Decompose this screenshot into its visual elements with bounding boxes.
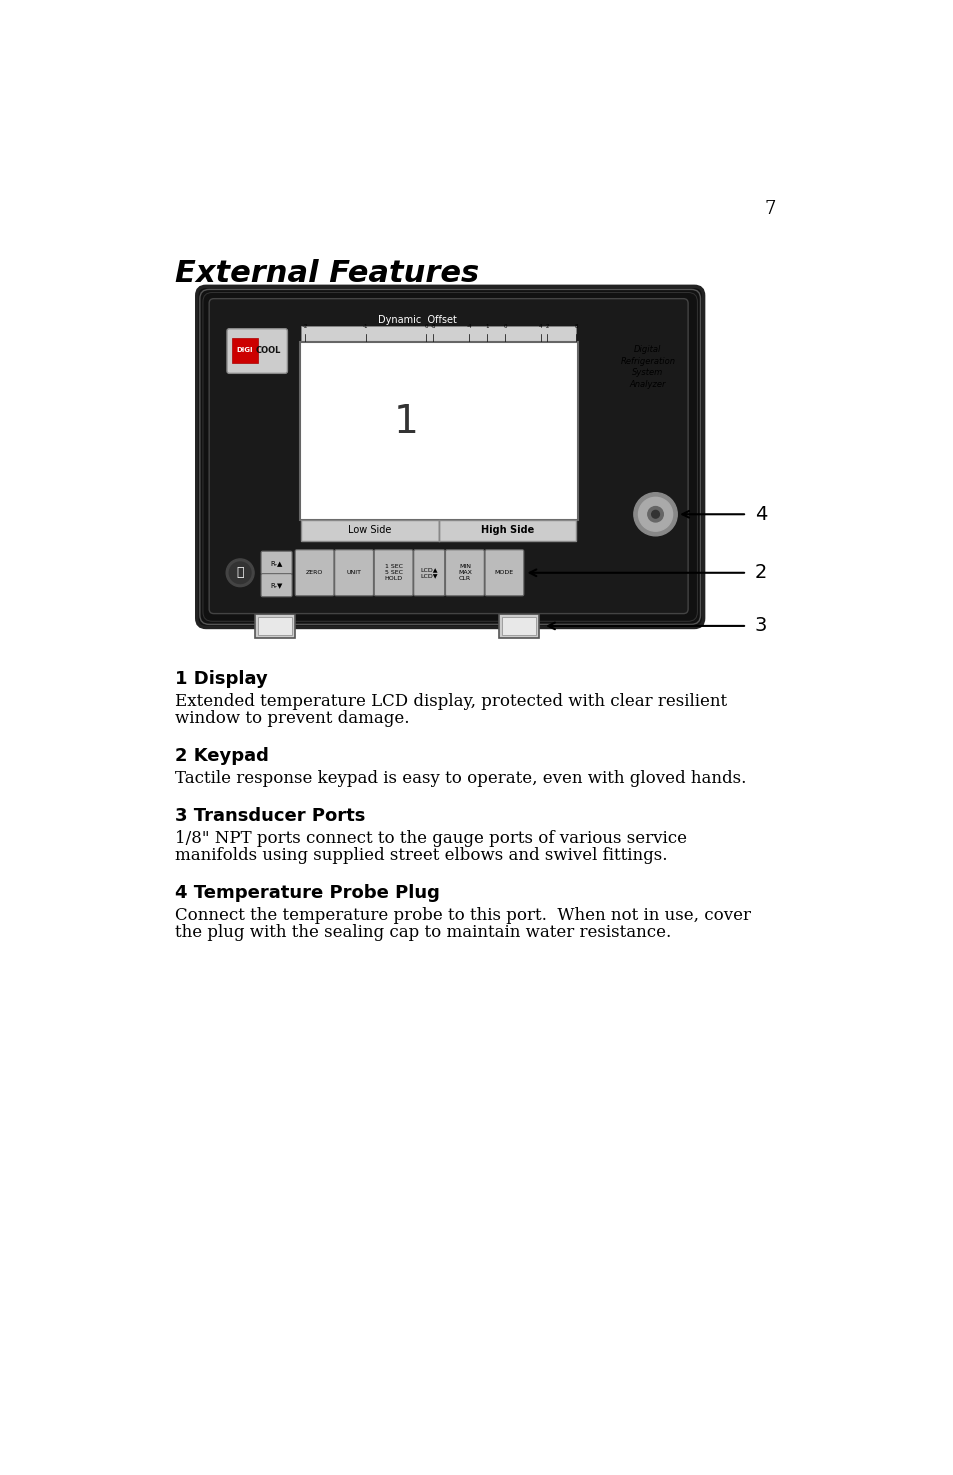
Text: ZERO: ZERO [306, 571, 323, 575]
Text: 1: 1 [484, 324, 488, 329]
Text: 2 Keypad: 2 Keypad [174, 746, 269, 766]
Text: MIN
MAX
CLR: MIN MAX CLR [457, 563, 472, 581]
Text: Extended temperature LCD display, protected with clear resilient: Extended temperature LCD display, protec… [174, 693, 726, 709]
Circle shape [229, 562, 251, 584]
Text: DIGI: DIGI [236, 347, 253, 353]
Text: 4: 4 [754, 504, 766, 524]
Text: -4: -4 [466, 324, 472, 329]
FancyBboxPatch shape [257, 617, 292, 636]
FancyBboxPatch shape [335, 550, 373, 596]
FancyBboxPatch shape [209, 298, 687, 614]
FancyBboxPatch shape [301, 519, 438, 541]
FancyBboxPatch shape [294, 550, 334, 596]
Text: MODE: MODE [495, 571, 514, 575]
Text: UNIT: UNIT [346, 571, 361, 575]
Circle shape [633, 493, 677, 535]
Circle shape [638, 497, 672, 531]
Text: 4 Temperature Probe Plug: 4 Temperature Probe Plug [174, 884, 439, 901]
Circle shape [647, 506, 662, 522]
Text: 7: 7 [763, 199, 775, 218]
Text: 1 Display: 1 Display [174, 670, 267, 687]
Text: 4: 4 [538, 324, 542, 329]
FancyBboxPatch shape [227, 329, 287, 373]
Text: ⏻: ⏻ [236, 566, 244, 580]
Text: Low Side: Low Side [348, 525, 392, 535]
FancyBboxPatch shape [254, 614, 294, 639]
Text: Digital
Refrigeration
System
Analyzer: Digital Refrigeration System Analyzer [619, 345, 675, 389]
Text: 0: 0 [424, 324, 428, 329]
FancyBboxPatch shape [498, 614, 538, 639]
Text: R-▲: R-▲ [270, 559, 282, 566]
Text: -1: -1 [363, 324, 368, 329]
Text: 0: 0 [502, 324, 506, 329]
FancyBboxPatch shape [414, 550, 444, 596]
Circle shape [226, 559, 253, 587]
Text: 1/8" NPT ports connect to the gauge ports of various service: 1/8" NPT ports connect to the gauge port… [174, 830, 686, 847]
Text: Tactile response keypad is easy to operate, even with gloved hands.: Tactile response keypad is easy to opera… [174, 770, 745, 786]
FancyBboxPatch shape [484, 550, 523, 596]
Text: 3 Transducer Ports: 3 Transducer Ports [174, 807, 365, 825]
FancyBboxPatch shape [232, 338, 257, 363]
Text: the plug with the sealing cap to maintain water resistance.: the plug with the sealing cap to maintai… [174, 923, 670, 941]
Text: -2: -2 [302, 324, 308, 329]
FancyBboxPatch shape [299, 342, 578, 519]
Text: Connect the temperature probe to this port.  When not in use, cover: Connect the temperature probe to this po… [174, 907, 750, 923]
Text: R-▼: R-▼ [270, 583, 282, 589]
Text: manifolds using supplied street elbows and swivel fittings.: manifolds using supplied street elbows a… [174, 847, 666, 864]
FancyBboxPatch shape [196, 286, 703, 627]
Text: 8: 8 [574, 324, 578, 329]
FancyBboxPatch shape [374, 550, 413, 596]
Text: External Features: External Features [174, 258, 478, 288]
Text: 1: 1 [393, 403, 418, 441]
Text: 1 SEC
5 SEC
HOLD: 1 SEC 5 SEC HOLD [384, 563, 402, 581]
FancyBboxPatch shape [501, 617, 536, 636]
Text: LCD▲
LCD▼: LCD▲ LCD▼ [420, 568, 437, 578]
FancyBboxPatch shape [438, 519, 576, 541]
FancyBboxPatch shape [261, 574, 292, 597]
Text: window to prevent damage.: window to prevent damage. [174, 709, 409, 727]
Text: 2: 2 [545, 324, 549, 329]
Text: Dynamic  Offset: Dynamic Offset [377, 316, 456, 324]
Text: High Side: High Side [480, 525, 534, 535]
Circle shape [651, 510, 659, 518]
Text: 2: 2 [754, 563, 766, 583]
Text: COOL: COOL [255, 345, 280, 355]
FancyBboxPatch shape [301, 326, 576, 342]
Text: 3: 3 [754, 617, 766, 636]
Text: -8: -8 [430, 324, 436, 329]
FancyBboxPatch shape [261, 552, 292, 574]
FancyBboxPatch shape [445, 550, 484, 596]
